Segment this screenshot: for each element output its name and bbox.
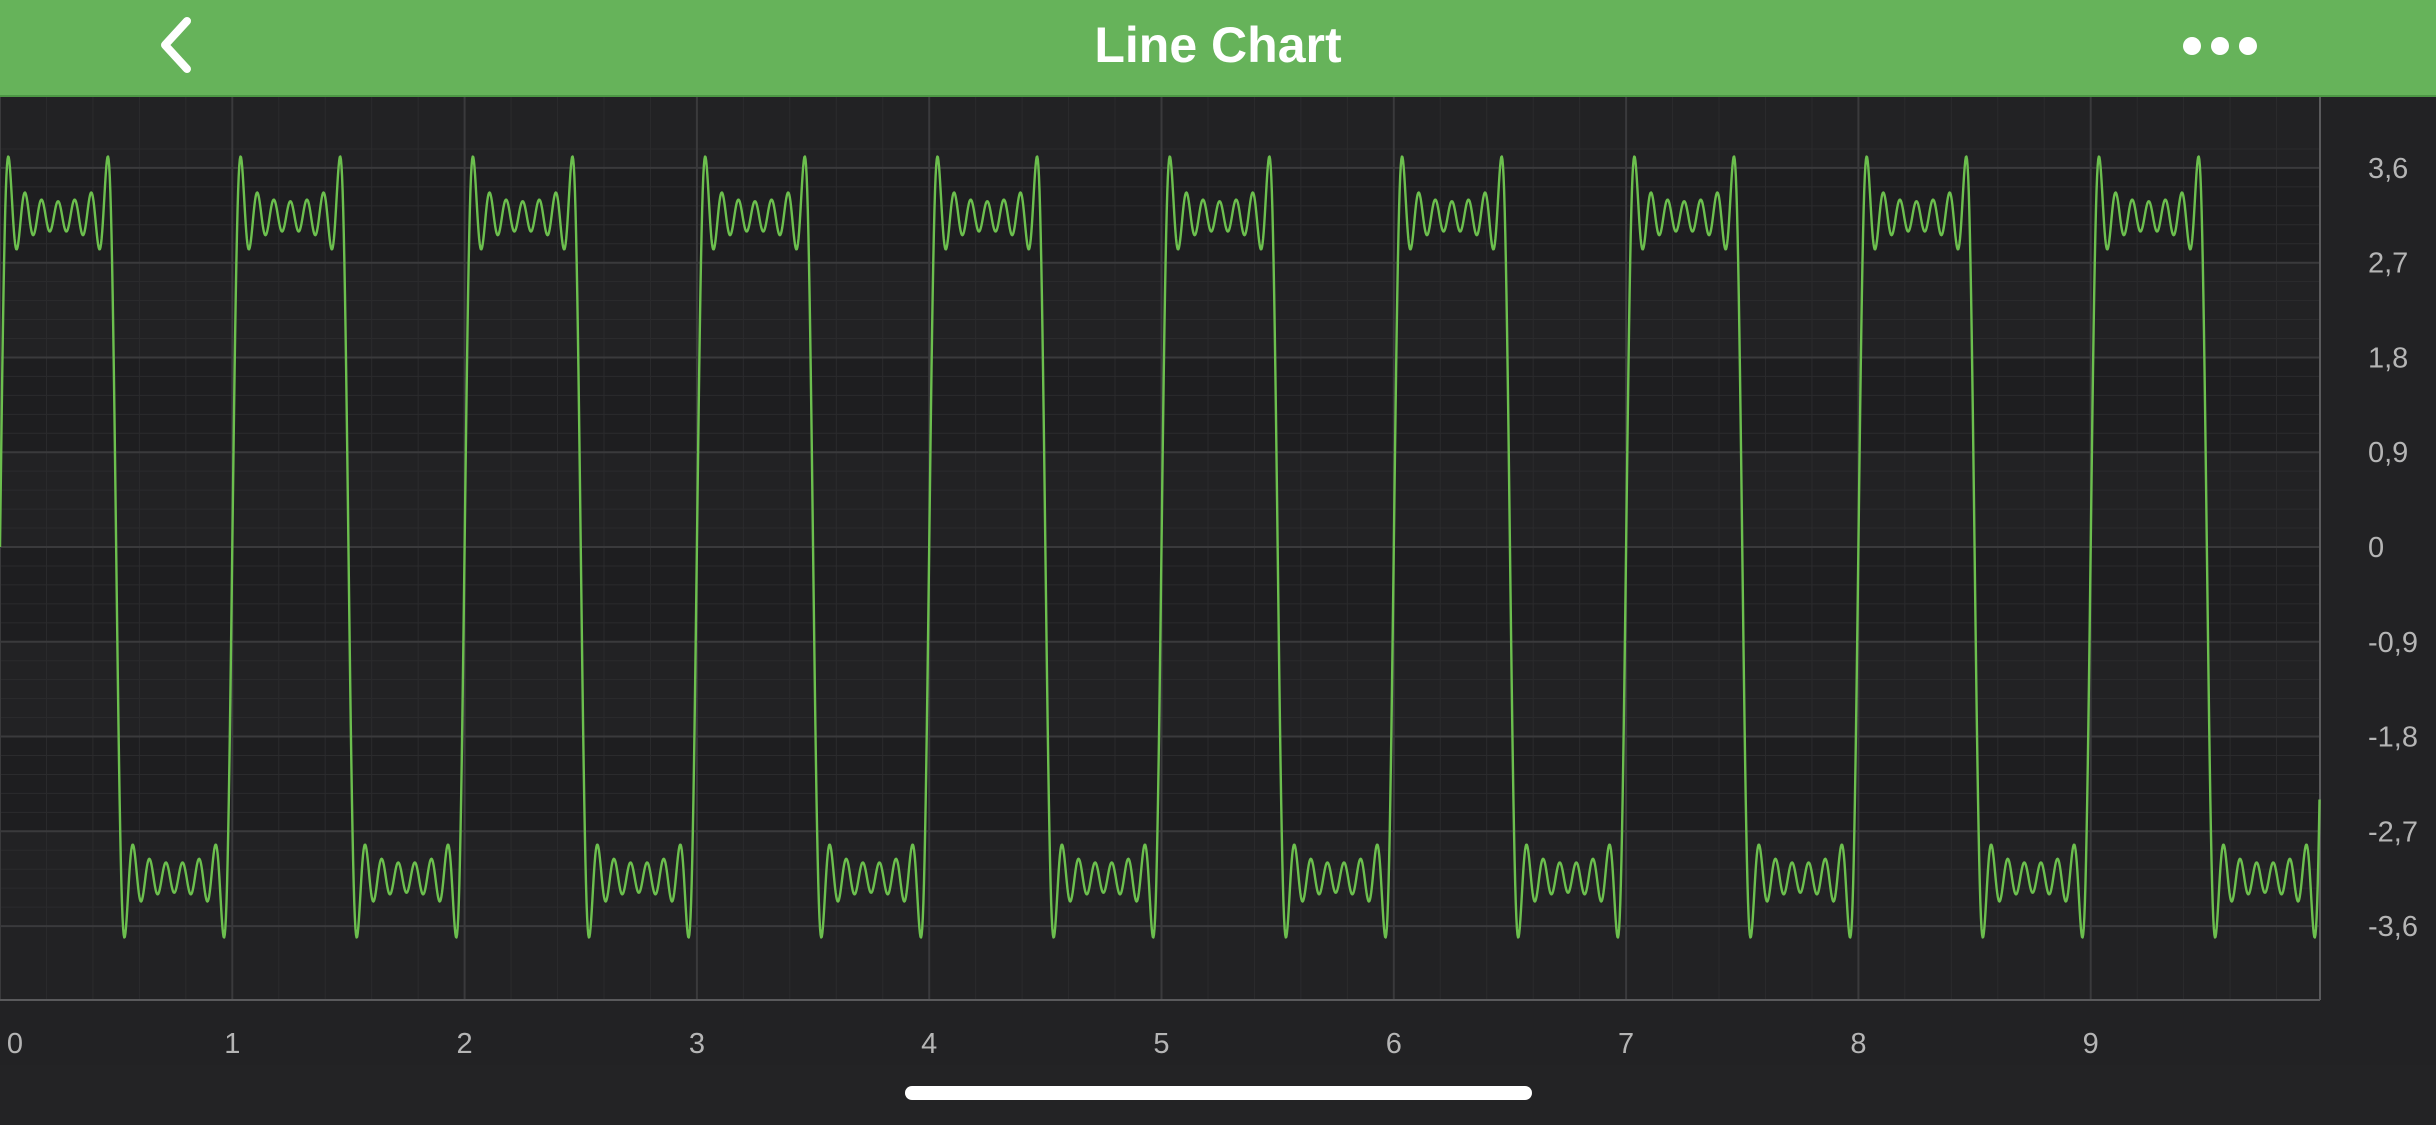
y-tick-label: 1,8: [2368, 342, 2408, 374]
more-button[interactable]: [2175, 18, 2265, 74]
x-tick-label: 4: [921, 1028, 937, 1060]
y-tick-label: -3,6: [2368, 911, 2418, 943]
x-tick-label: 1: [224, 1028, 240, 1060]
y-tick-label: 0: [2368, 532, 2384, 564]
x-tick-label: 8: [1850, 1028, 1866, 1060]
page-title: Line Chart: [1094, 17, 1342, 73]
x-tick-label: 6: [1386, 1028, 1402, 1060]
x-tick-label: 9: [2083, 1028, 2099, 1060]
grid-band: [0, 736, 2320, 832]
grid-band: [0, 167, 2320, 263]
y-tick-label: -1,8: [2368, 722, 2418, 754]
x-tick-label: 2: [457, 1028, 473, 1060]
chart-surface[interactable]: 3,6 2,7 1,8 0,9 0 -0,9 -1,8 -2,7 -3,6 0 1 2 3 4 5 6 7 8 9: [0, 97, 2436, 1065]
grid-band: [0, 357, 2320, 453]
back-button[interactable]: [140, 10, 210, 80]
y-tick-label: -2,7: [2368, 816, 2418, 848]
more-horizontal-icon: [2183, 37, 2257, 55]
chevron-left-icon: [161, 17, 191, 73]
navigation-bar: Line Chart: [0, 0, 2436, 97]
y-tick-label: 0,9: [2368, 437, 2408, 469]
y-tick-label: -0,9: [2368, 627, 2418, 659]
home-indicator[interactable]: [905, 1086, 1532, 1100]
y-tick-label: 3,6: [2368, 153, 2408, 185]
x-tick-label: 0: [7, 1028, 23, 1060]
x-tick-label: 5: [1153, 1028, 1169, 1060]
line-chart[interactable]: 3,6 2,7 1,8 0,9 0 -0,9 -1,8 -2,7 -3,6 0 1 2 3 4 5 6 7 8 9: [0, 97, 2436, 1065]
x-tick-label: 3: [689, 1028, 705, 1060]
x-tick-label: 7: [1618, 1028, 1634, 1060]
y-tick-label: 2,7: [2368, 248, 2408, 280]
line-series: [0, 155, 2321, 939]
